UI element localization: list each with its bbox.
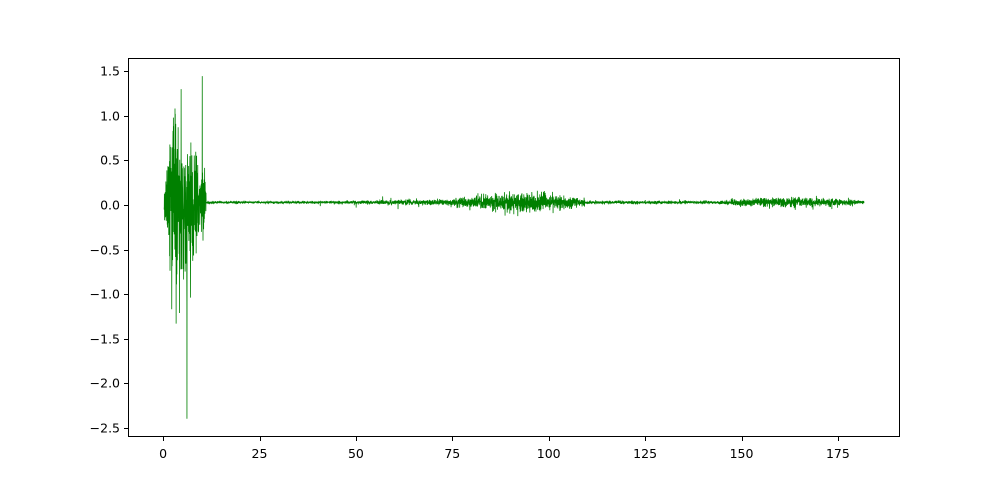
ytick-mark: [124, 205, 128, 207]
xtick-label-100: 100: [536, 446, 561, 461]
ytick-mark: [124, 249, 128, 251]
ytick-mark: [124, 383, 128, 385]
waveform-series: [163, 76, 865, 419]
xtick-mark: [452, 437, 454, 441]
xtick-label-0: 0: [159, 446, 168, 461]
xtick-mark: [837, 437, 839, 441]
xtick-label-125: 125: [633, 446, 658, 461]
ytick-label-neg2_0: −2.0: [89, 375, 120, 391]
ytick-label-1_5: 1.5: [100, 63, 120, 79]
xtick-label-25: 25: [251, 446, 268, 461]
ytick-label-0_0: 0.0: [100, 197, 120, 213]
ytick-label-neg1_0: −1.0: [89, 286, 120, 302]
ytick-mark: [124, 71, 128, 73]
ytick-mark: [124, 338, 128, 340]
ytick-mark: [124, 428, 128, 430]
ytick-label-neg0_5: −0.5: [89, 242, 120, 258]
xtick-mark: [741, 437, 743, 441]
ytick-mark: [124, 160, 128, 162]
xtick-label-150: 150: [729, 446, 754, 461]
ytick-mark: [124, 115, 128, 117]
ytick-label-0_5: 0.5: [100, 152, 120, 168]
ytick-label-1_0: 1.0: [100, 108, 120, 124]
xtick-mark: [259, 437, 261, 441]
plot-axes: [128, 58, 900, 437]
ytick-mark: [124, 294, 128, 296]
xtick-mark: [163, 437, 165, 441]
xtick-mark: [645, 437, 647, 441]
xtick-label-75: 75: [444, 446, 461, 461]
xtick-mark: [548, 437, 550, 441]
ytick-label-neg2_5: −2.5: [89, 420, 120, 436]
ytick-label-neg1_5: −1.5: [89, 331, 120, 347]
xtick-mark: [355, 437, 357, 441]
xtick-label-50: 50: [347, 446, 364, 461]
xtick-label-175: 175: [825, 446, 850, 461]
